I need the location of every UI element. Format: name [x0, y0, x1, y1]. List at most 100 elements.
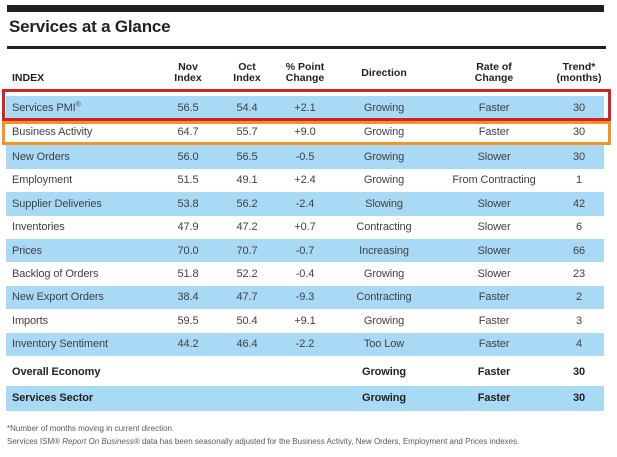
column-header-line2: (months)	[556, 72, 602, 84]
trend-cell: 30	[572, 101, 586, 114]
index-label: Imports	[12, 314, 48, 327]
column-header-line1: Nov	[178, 61, 198, 73]
column-header-point-change: % Point Change	[276, 55, 334, 96]
direction-cell: Growing	[362, 392, 406, 405]
index-cell: Employment	[6, 174, 158, 186]
column-header-line1: % Point	[285, 61, 325, 73]
index-cell: Supplier Deliveries	[6, 198, 158, 210]
index-label: Inventories	[12, 221, 65, 234]
direction-cell: Growing	[363, 126, 405, 139]
index-label: Services PMI®	[12, 101, 81, 114]
oct-index-cell: 56.5	[236, 151, 258, 164]
column-header-line2: Index	[174, 72, 202, 84]
table-row: Overall Economy Growing Faster 30	[6, 359, 604, 385]
nov-index-cell: 44.2	[177, 338, 199, 351]
oct-index-cell: 47.2	[236, 221, 258, 234]
index-cell: Imports	[6, 315, 158, 327]
index-label: New Orders	[12, 151, 70, 164]
glance-table: INDEX Nov Index Oct Index % Point Change…	[2, 55, 611, 411]
nov-index-cell: 38.4	[177, 291, 199, 304]
column-header-line1: Rate of	[476, 61, 512, 73]
trend-cell: 30	[572, 366, 586, 379]
title-divider	[7, 46, 606, 49]
direction-cell: Growing	[362, 366, 406, 379]
rate-of-change-cell: Slower	[477, 197, 511, 210]
footnote-report-title: Report On Business®	[62, 436, 140, 446]
trend-cell: 3	[575, 314, 583, 327]
table-row: New Orders 56.0 56.5 -0.5 Growing Slower…	[6, 145, 604, 169]
nov-index-cell: 59.5	[177, 314, 199, 327]
column-header-line2: Change	[285, 72, 325, 84]
index-label: Prices	[12, 244, 42, 257]
nov-index-cell: 64.7	[177, 126, 199, 139]
direction-cell: Growing	[363, 101, 405, 114]
page-title: Services at a Glance	[9, 17, 171, 36]
direction-cell: Slowing	[365, 197, 403, 210]
oct-index-cell: 52.2	[236, 268, 258, 281]
table-row: Services PMI® 56.5 54.4 +2.1 Growing Fas…	[2, 88, 611, 122]
trend-cell: 42	[572, 197, 586, 210]
index-label: Overall Economy	[12, 366, 101, 379]
oct-index-cell: 50.4	[236, 314, 258, 327]
footnote-post: data has been seasonally adjusted for th…	[139, 436, 520, 446]
table-row: Services Sector Growing Faster 30	[6, 385, 604, 411]
table-row: Employment 51.5 49.1 +2.4 Growing From C…	[6, 168, 604, 193]
index-label: Supplier Deliveries	[12, 197, 102, 210]
column-header-label: INDEX	[12, 72, 45, 84]
column-header-index: INDEX	[6, 55, 158, 96]
nov-index-cell: 51.8	[177, 268, 199, 281]
table-row: Supplier Deliveries 53.8 56.2 -2.4 Slowi…	[6, 192, 604, 216]
table-row: Imports 59.5 50.4 +9.1 Growing Faster 3	[6, 309, 604, 333]
rate-of-change-cell: Slower	[477, 221, 511, 234]
trend-cell: 30	[572, 126, 586, 139]
rate-of-change-cell: Slower	[477, 244, 511, 257]
point-change-cell: -0.4	[295, 268, 315, 281]
column-header-line1: Direction	[361, 67, 407, 79]
trend-cell: 6	[575, 221, 583, 234]
direction-cell: Growing	[363, 174, 405, 187]
top-rule-bar	[7, 5, 604, 12]
point-change-cell: -9.3	[295, 291, 315, 304]
index-cell: New Export Orders	[6, 291, 158, 303]
point-change-cell: +2.1	[294, 101, 316, 114]
nov-index-cell: 70.0	[177, 244, 199, 257]
trend-cell: 66	[572, 244, 586, 257]
rate-of-change-cell: Faster	[478, 126, 510, 139]
column-header-trend-months: Trend* (months)	[554, 55, 604, 96]
table-row: Business Activity 64.7 55.7 +9.0 Growing…	[2, 119, 611, 146]
oct-index-cell: 54.4	[236, 101, 258, 114]
point-change-cell: +9.0	[294, 126, 316, 139]
footnote-seasonal-adjustment: Services ISM® Report On Business® data h…	[7, 436, 607, 449]
column-header-oct-index: Oct Index	[218, 55, 276, 96]
oct-index-cell: 56.2	[236, 197, 258, 210]
index-cell: Business Activity	[6, 126, 158, 138]
column-header-nov-index: Nov Index	[158, 55, 218, 96]
trend-cell: 1	[575, 174, 583, 187]
nov-index-cell: 53.8	[177, 197, 199, 210]
trend-cell: 30	[572, 392, 586, 405]
table-row: Prices 70.0 70.7 -0.7 Increasing Slower …	[6, 238, 604, 263]
table-body: Services PMI® 56.5 54.4 +2.1 Growing Fas…	[2, 88, 611, 411]
rate-of-change-cell: Faster	[478, 338, 510, 351]
point-change-cell: +9.1	[294, 314, 316, 327]
column-header-line2: Index	[233, 72, 261, 84]
index-label: Employment	[12, 174, 73, 187]
index-label: Inventory Sentiment	[12, 338, 108, 351]
direction-cell: Contracting	[356, 291, 412, 304]
index-cell: Backlog of Orders	[6, 268, 158, 280]
point-change-cell: -2.4	[295, 197, 315, 210]
point-change-cell: +2.4	[294, 174, 316, 187]
trend-cell: 4	[575, 338, 583, 351]
index-label: New Export Orders	[12, 291, 104, 304]
column-header-line1: Trend*	[562, 61, 596, 73]
index-cell: Inventories	[6, 221, 158, 233]
table-row: New Export Orders 38.4 47.7 -9.3 Contrac…	[6, 285, 604, 310]
rate-of-change-cell: Faster	[478, 101, 510, 114]
direction-cell: Contracting	[356, 221, 412, 234]
table-row: Backlog of Orders 51.8 52.2 -0.4 Growing…	[6, 262, 604, 286]
index-cell: Services PMI®	[6, 101, 158, 114]
index-cell: New Orders	[6, 151, 158, 163]
column-header-line2: Change	[474, 72, 514, 84]
trend-cell: 2	[575, 291, 583, 304]
